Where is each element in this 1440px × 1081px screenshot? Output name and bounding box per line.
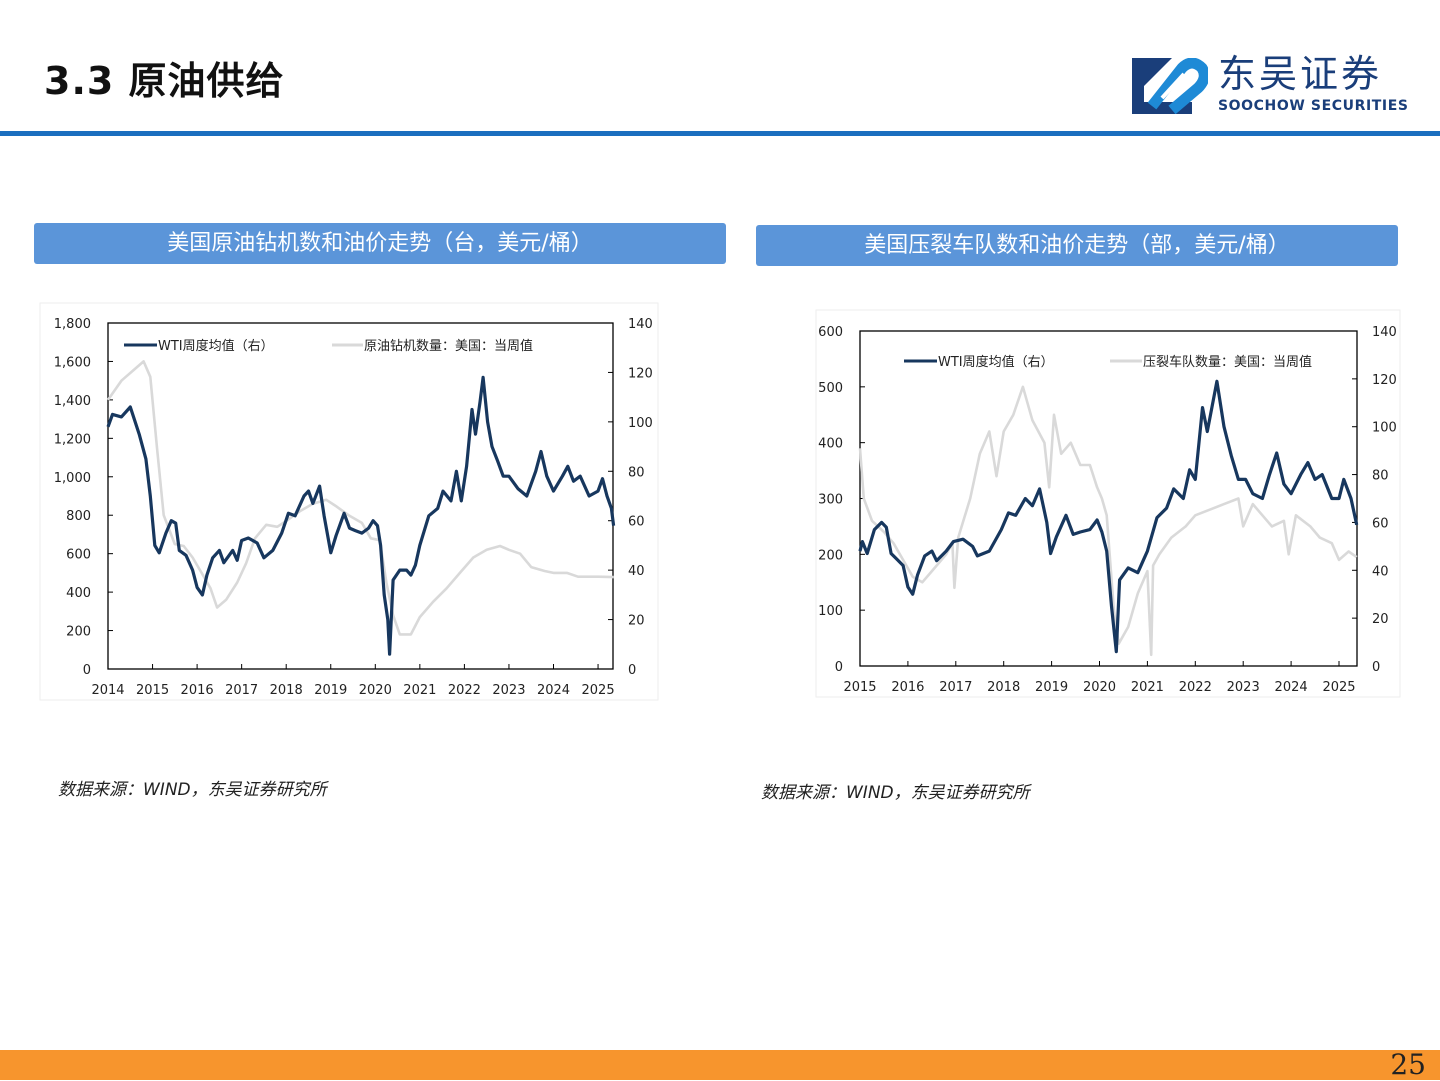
logo-mark-icon bbox=[1132, 58, 1208, 114]
legend-label-wti: WTI周度均值（右） bbox=[158, 338, 274, 354]
chart-frame bbox=[815, 309, 1401, 698]
left-axis-tick-label: 1,600 bbox=[54, 355, 91, 370]
x-axis-tick-label: 2025 bbox=[582, 683, 615, 698]
rig-count-line bbox=[106, 360, 614, 636]
x-axis-tick-label: 2022 bbox=[1179, 680, 1212, 695]
x-axis-tick-label: 2024 bbox=[537, 683, 570, 698]
right-axis-tick-label: 40 bbox=[1372, 564, 1389, 579]
source-note-right: 数据来源：WIND，东吴证券研究所 bbox=[761, 783, 1030, 803]
x-axis-tick-label: 2023 bbox=[492, 683, 525, 698]
left-axis-tick-label: 600 bbox=[66, 548, 91, 563]
rig-count-chart: 02004006008001,0001,2001,4001,6001,80002… bbox=[39, 302, 659, 701]
right-axis-tick-label: 20 bbox=[628, 614, 645, 629]
logo-text-en: SOOCHOW SECURITIES bbox=[1218, 98, 1409, 114]
chart-header-frac-fleet: 美国压裂车队数和油价走势（部，美元/桶） bbox=[756, 225, 1398, 266]
x-axis-tick-label: 2016 bbox=[891, 680, 924, 695]
legend-label-wti: WTI周度均值（右） bbox=[938, 354, 1054, 370]
left-axis-tick-label: 100 bbox=[818, 604, 843, 619]
x-axis-tick-label: 2018 bbox=[270, 683, 303, 698]
x-axis-tick-label: 2014 bbox=[91, 683, 124, 698]
frac-fleet-line bbox=[858, 385, 1358, 657]
source-note-left: 数据来源：WIND，东吴证券研究所 bbox=[58, 780, 327, 800]
right-axis-tick-label: 0 bbox=[1372, 660, 1380, 675]
x-axis-tick-label: 2021 bbox=[403, 683, 436, 698]
x-axis-tick-label: 2015 bbox=[843, 680, 876, 695]
right-axis-tick-label: 140 bbox=[1372, 325, 1397, 340]
left-axis-tick-label: 1,400 bbox=[54, 394, 91, 409]
right-axis-tick-label: 60 bbox=[628, 515, 645, 530]
footer-bar bbox=[0, 1050, 1440, 1080]
x-axis-tick-label: 2016 bbox=[181, 683, 214, 698]
x-axis-tick-label: 2022 bbox=[448, 683, 481, 698]
right-axis-tick-label: 100 bbox=[628, 416, 653, 431]
left-axis-tick-label: 0 bbox=[83, 663, 91, 678]
left-axis-tick-label: 0 bbox=[835, 660, 843, 675]
x-axis-tick-label: 2024 bbox=[1275, 680, 1308, 695]
right-axis-tick-label: 40 bbox=[628, 564, 645, 579]
left-axis-tick-label: 300 bbox=[818, 493, 843, 508]
page-title: 3.3 原油供给 bbox=[44, 59, 285, 103]
x-axis-tick-label: 2020 bbox=[359, 683, 392, 698]
x-axis-tick-label: 2019 bbox=[1035, 680, 1068, 695]
page-number: 25 bbox=[1390, 1048, 1426, 1081]
right-axis-tick-label: 60 bbox=[1372, 516, 1389, 531]
right-axis-tick-label: 0 bbox=[628, 663, 636, 678]
legend-label-count: 压裂车队数量：美国：当周值 bbox=[1143, 354, 1312, 370]
plot-area bbox=[859, 330, 1358, 667]
left-axis-tick-label: 1,000 bbox=[54, 471, 91, 486]
x-axis-tick-label: 2017 bbox=[225, 683, 258, 698]
right-axis-tick-label: 80 bbox=[628, 465, 645, 480]
x-axis-tick-label: 2025 bbox=[1322, 680, 1355, 695]
x-axis-tick-label: 2015 bbox=[136, 683, 169, 698]
legend-label-count: 原油钻机数量：美国：当周值 bbox=[364, 338, 533, 354]
chart-header-rig-count: 美国原油钻机数和油价走势（台，美元/桶） bbox=[34, 223, 726, 264]
plot-area bbox=[107, 322, 614, 670]
left-axis-tick-label: 200 bbox=[818, 548, 843, 563]
left-axis-tick-label: 200 bbox=[66, 625, 91, 640]
right-axis-tick-label: 120 bbox=[1372, 373, 1397, 388]
x-axis-tick-label: 2018 bbox=[987, 680, 1020, 695]
right-axis-tick-label: 140 bbox=[628, 317, 653, 332]
left-axis-tick-label: 800 bbox=[66, 509, 91, 524]
wti-price-line bbox=[106, 375, 616, 656]
left-axis-tick-label: 400 bbox=[66, 586, 91, 601]
left-axis-tick-label: 400 bbox=[818, 437, 843, 452]
x-axis-tick-label: 2023 bbox=[1227, 680, 1260, 695]
right-axis-tick-label: 120 bbox=[628, 366, 653, 381]
wti-price-line bbox=[858, 379, 1359, 654]
x-axis-tick-label: 2021 bbox=[1131, 680, 1164, 695]
left-axis-tick-label: 600 bbox=[818, 325, 843, 340]
right-axis-tick-label: 100 bbox=[1372, 421, 1397, 436]
left-axis-tick-label: 1,800 bbox=[54, 317, 91, 332]
left-axis-tick-label: 500 bbox=[818, 381, 843, 396]
company-logo: 东吴证券 SOOCHOW SECURITIES bbox=[1132, 54, 1422, 118]
x-axis-tick-label: 2019 bbox=[314, 683, 347, 698]
right-axis-tick-label: 80 bbox=[1372, 469, 1389, 484]
logo-text-cn: 东吴证券 bbox=[1218, 52, 1383, 96]
right-axis-tick-label: 20 bbox=[1372, 612, 1389, 627]
x-axis-tick-label: 2020 bbox=[1083, 680, 1116, 695]
left-axis-tick-label: 1,200 bbox=[54, 432, 91, 447]
chart-frame bbox=[39, 302, 659, 701]
header-rule bbox=[0, 131, 1440, 136]
x-axis-tick-label: 2017 bbox=[939, 680, 972, 695]
